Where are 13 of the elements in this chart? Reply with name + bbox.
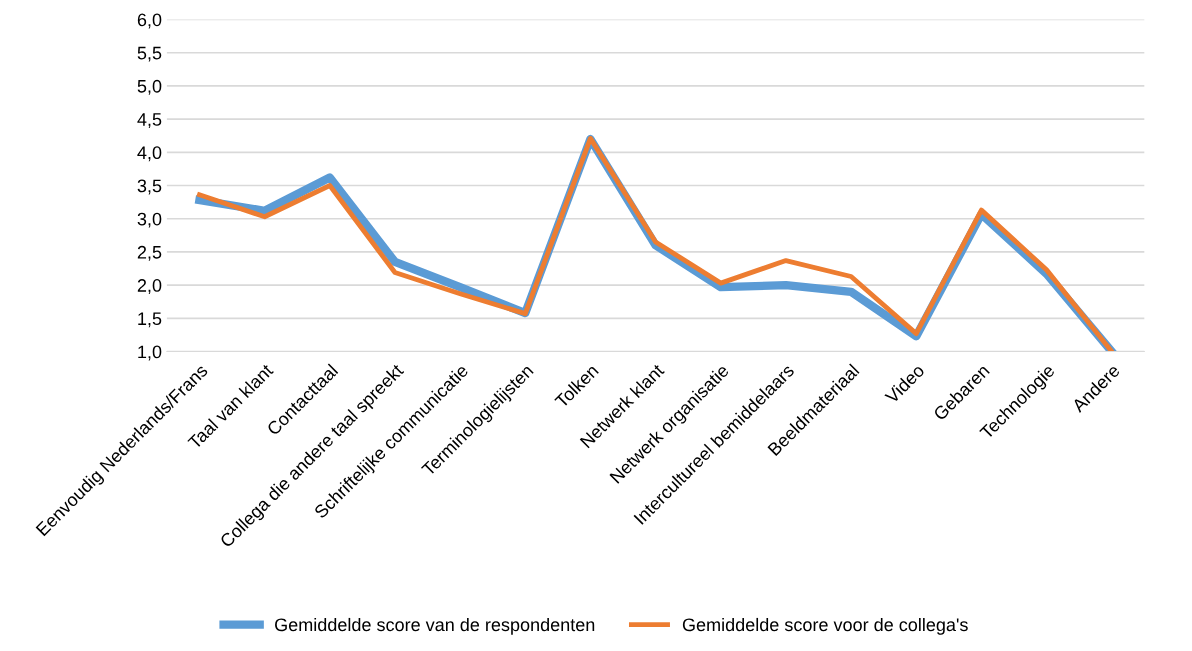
y-tick-label: 6,0 bbox=[137, 13, 162, 29]
legend-label: Gemiddelde score van de respondenten bbox=[275, 617, 595, 635]
y-tick-label: 5,0 bbox=[137, 79, 162, 95]
y-tick-label: 3,0 bbox=[137, 212, 162, 228]
legend-label: Gemiddelde score voor de collega's bbox=[682, 617, 968, 635]
y-tick-label: 4,5 bbox=[137, 113, 162, 128]
y-tick-label: 2,0 bbox=[137, 279, 162, 294]
y-tick-label: 3,5 bbox=[137, 179, 162, 195]
y-tick-label: 2,5 bbox=[137, 245, 162, 261]
y-tick-label: 4,0 bbox=[137, 146, 162, 162]
y-tick-label: 1,0 bbox=[138, 345, 162, 361]
y-tick-label: 1,5 bbox=[138, 312, 162, 328]
y-tick-label: 5,5 bbox=[137, 46, 162, 62]
